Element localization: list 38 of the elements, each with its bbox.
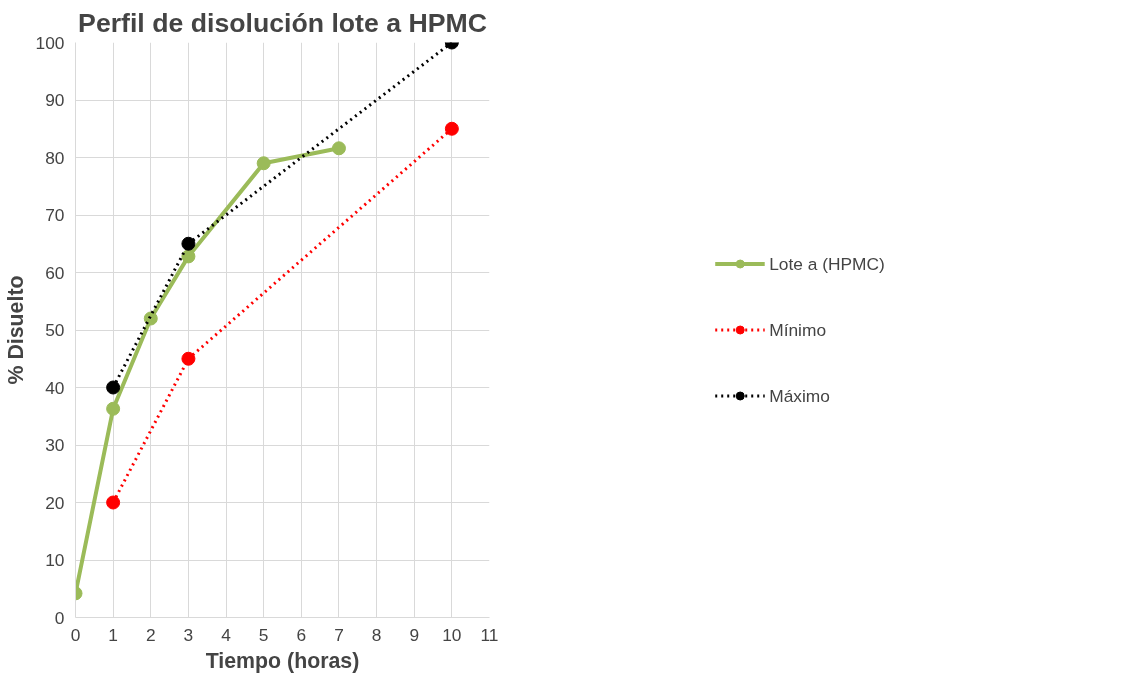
- y-tick-label: 40: [45, 377, 65, 398]
- y-tick-label: 100: [35, 32, 65, 53]
- y-tick-label: 10: [45, 550, 65, 570]
- point: [181, 249, 196, 264]
- y-tick-label: 50: [45, 320, 65, 340]
- point: [106, 495, 121, 510]
- x-tick-label: 7: [334, 624, 344, 645]
- point: [181, 351, 196, 366]
- legend-label: Mínimo: [769, 319, 828, 340]
- point: [444, 121, 459, 136]
- y-tick-label: 20: [45, 492, 65, 513]
- x-axis-title: Tiempo (horas): [205, 648, 360, 673]
- legend-label: Máximo: [769, 385, 830, 406]
- x-tick-label: 9: [409, 624, 420, 645]
- y-axis-title: % Disuelto: [3, 275, 28, 385]
- y-tick-label: 80: [45, 147, 65, 168]
- x-tick-label: 1: [108, 624, 118, 645]
- x-tick-label: 2: [145, 624, 156, 645]
- y-tick-label: 70: [45, 205, 65, 225]
- point: [256, 156, 271, 171]
- point: [181, 236, 196, 251]
- y-tick-label: 60: [45, 262, 65, 283]
- point: [106, 401, 121, 416]
- x-tick-label: 5: [258, 624, 269, 645]
- x-tick-label: 6: [296, 624, 307, 645]
- x-tick-label: 0: [70, 624, 81, 645]
- x-tick-label: 8: [371, 624, 382, 645]
- y-tick-label: 30: [45, 435, 65, 455]
- x-tick-label: 11: [480, 624, 499, 645]
- x-tick-label: 3: [183, 624, 194, 645]
- chart-title: Perfil de disolución lote a HPMC: [78, 7, 487, 38]
- legend-label: Lote a (HPMC): [769, 253, 885, 274]
- y-tick-label: 0: [54, 607, 65, 628]
- x-tick-label: 10: [442, 624, 462, 645]
- y-tick-label: 90: [45, 90, 65, 110]
- x-tick-label: 4: [221, 624, 232, 645]
- point: [331, 141, 346, 156]
- point: [106, 380, 121, 395]
